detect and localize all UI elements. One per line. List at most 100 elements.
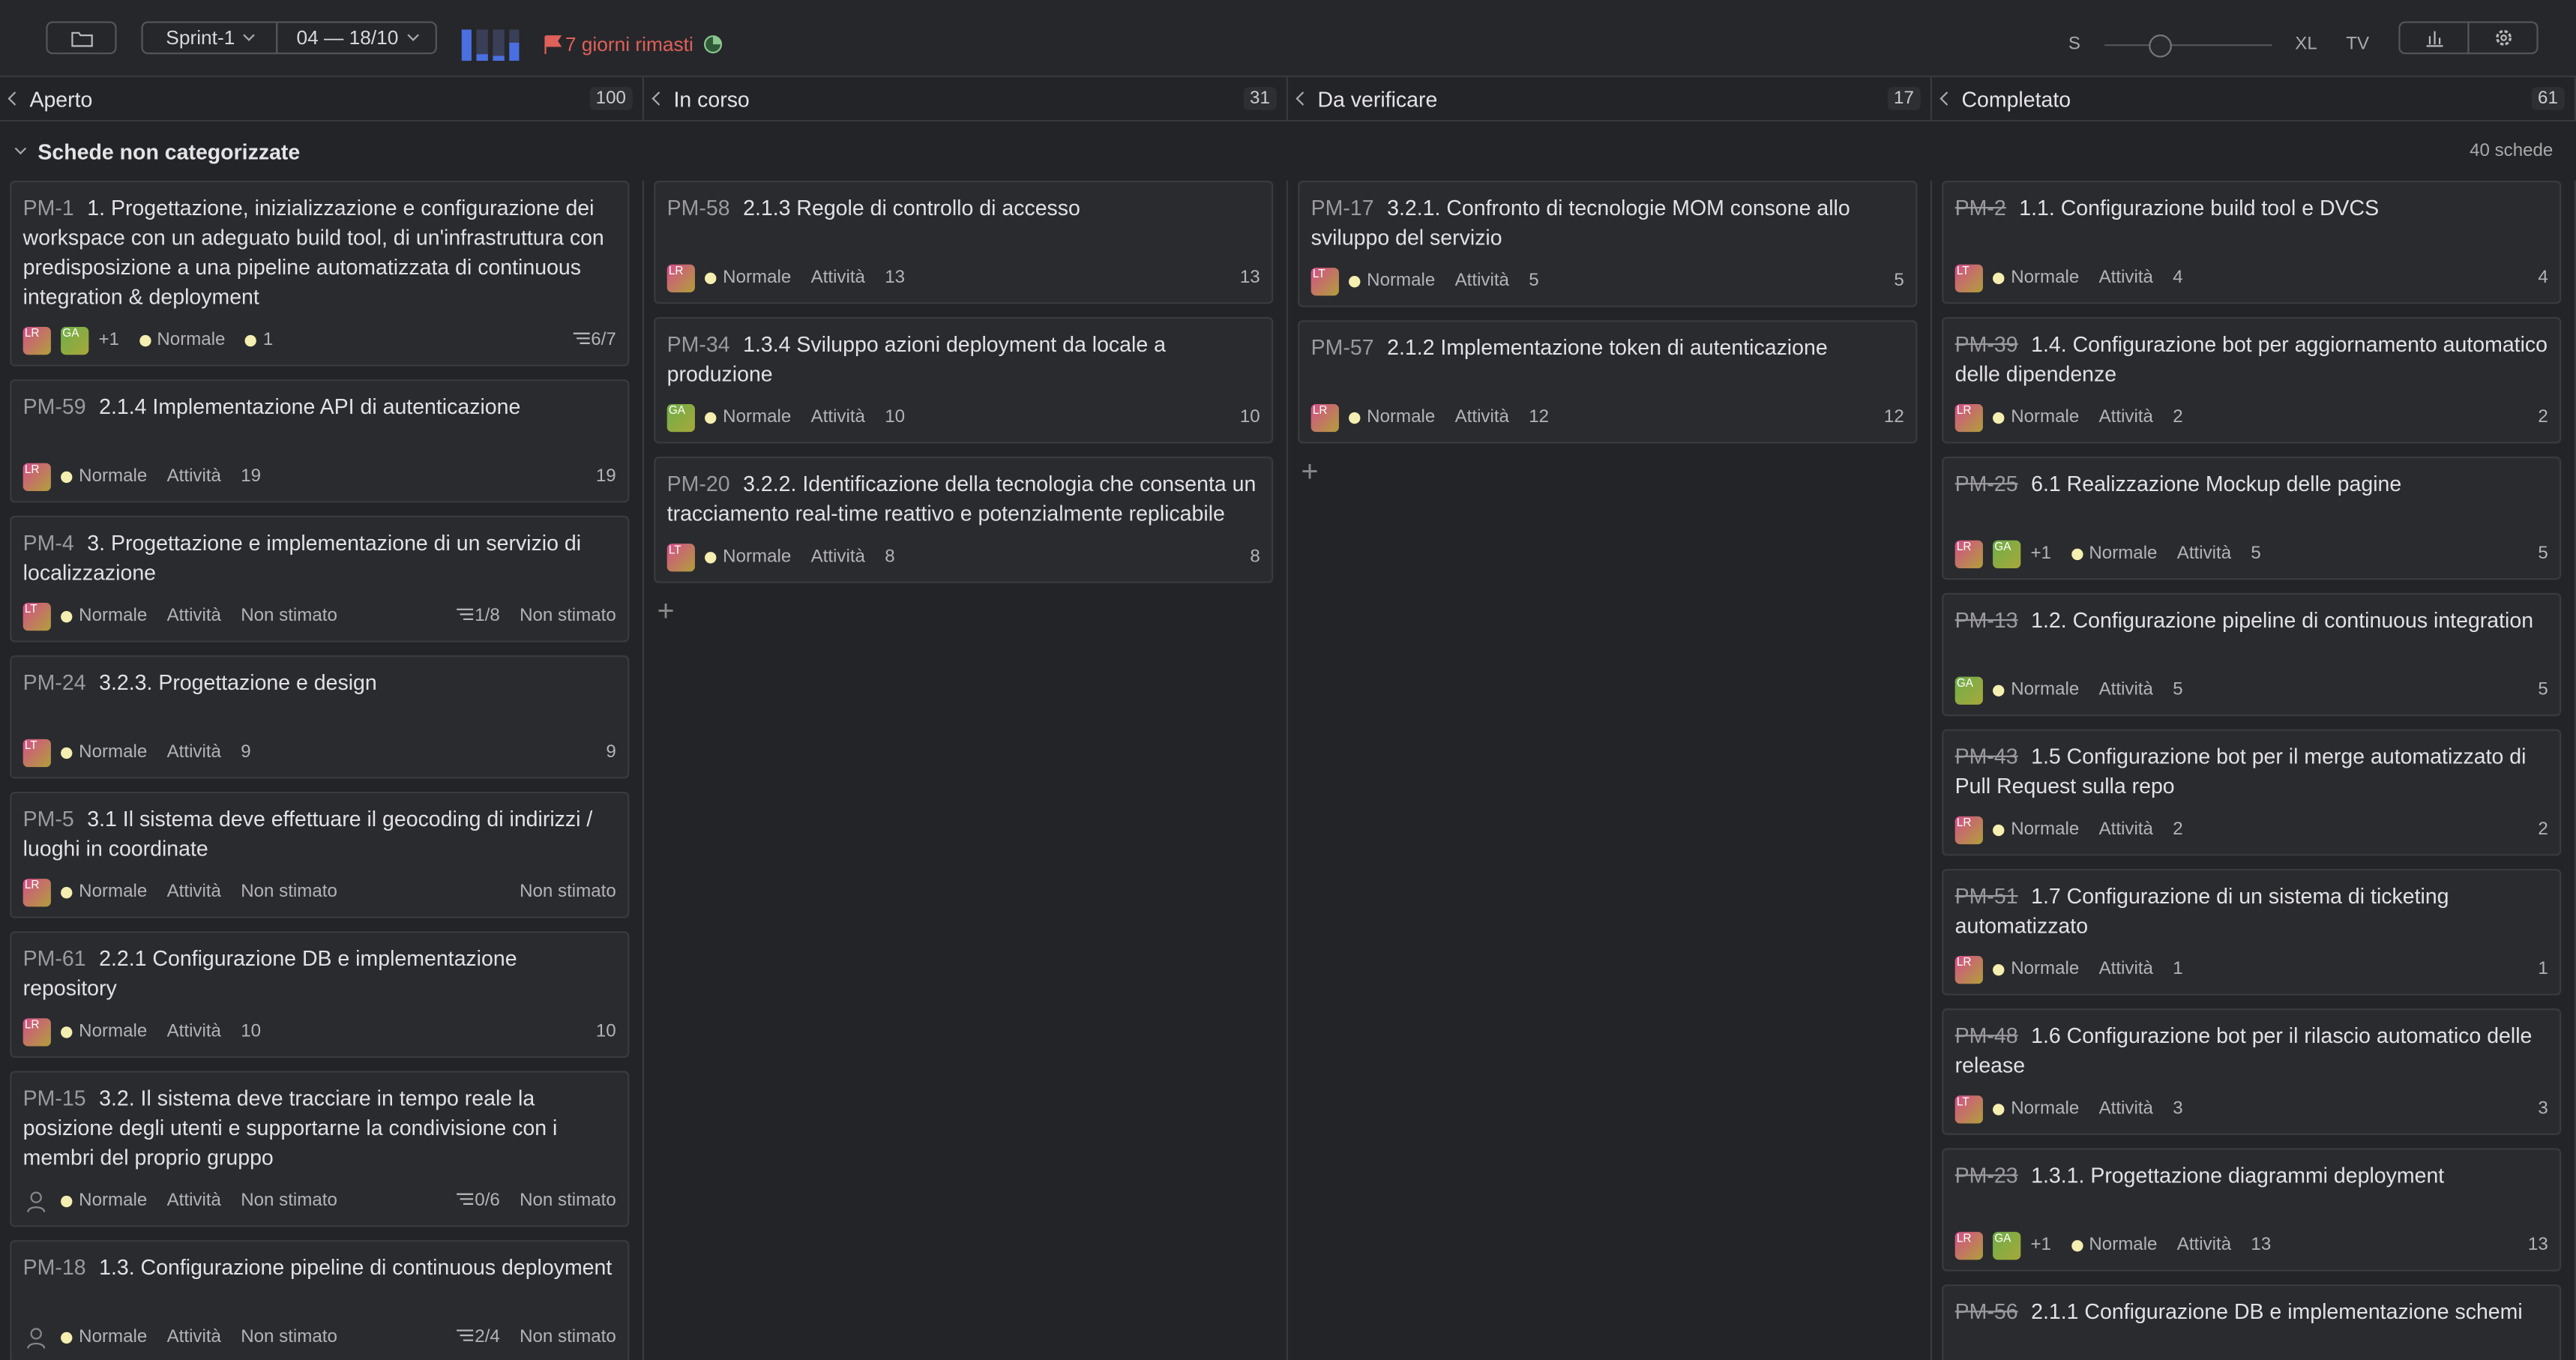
card[interactable]: PM-59 2.1.4 Implementazione API di autent… [10,379,630,503]
card-title: PM-5 3.1 Il sistema deve effettuare il ge… [23,805,616,864]
card-title: PM-58 2.1.3 Regole di controllo di access… [667,194,1260,223]
card-title: PM-4 3. Progettazione e implementazione d… [23,529,616,588]
extra-assignees: +1 [2030,544,2051,564]
card[interactable]: PM-58 2.1.3 Regole di controllo di access… [654,180,1274,304]
card[interactable]: PM-13 1.2. Configurazione pipeline di con… [1942,592,2562,717]
priority-dot [705,551,717,563]
priority: Normale [2011,959,2080,979]
card[interactable]: PM-15 3.2. Il sistema deve tracciare in t… [10,1071,630,1227]
column-header[interactable]: Completato 61 [1932,76,2576,120]
card-title: PM-17 3.2.1. Confronto di tecnologie MOM … [1311,194,1904,253]
card[interactable]: PM-48 1.6 Configurazione bot per il rilas… [1942,1008,2562,1135]
column-title: Completato [1961,86,2071,111]
column: PM-17 3.2.1. Confronto di tecnologie MOM … [1288,180,1933,1360]
card[interactable]: PM-20 3.2.2. Identificazione della tecnol… [654,457,1274,583]
priority: Normale [79,606,148,626]
points: 13 [2527,1235,2548,1255]
card[interactable]: PM-2 1.1. Configurazione build tool e DVC… [1942,180,2562,304]
card[interactable]: PM-25 6.1 Realizzazione Mockup delle pagi… [1942,457,2562,580]
card-meta: LT Normale Attività Non stimato 1/8 Non stima… [22,601,616,631]
card-meta: LR GA +1 Normale Attività 13 13 [1954,1230,2548,1260]
card-type: Attività [166,466,221,487]
burndown-icon [461,29,520,61]
estimate: 5 [2173,679,2183,700]
priority-dot [705,271,717,283]
card-id: PM-51 [1954,883,2018,909]
date-select[interactable]: 04 — 18/10 [276,21,437,55]
card-type: Attività [166,1191,221,1211]
card[interactable]: PM-43 1.5 Configurazione bot per il merge… [1942,729,2562,856]
card-id: PM-23 [1954,1163,2018,1188]
card-right: 8 [1250,547,1260,567]
card[interactable]: PM-51 1.7 Configurazione di un sistema di… [1942,868,2562,996]
estimate: 5 [1529,271,1539,291]
card-right: 12 [1884,407,1904,427]
card[interactable]: PM-4 3. Progettazione e implementazione d… [10,515,630,643]
card[interactable]: PM-61 2.2.1 Configurazione DB e implement… [10,931,630,1058]
card-type: Attività [810,547,865,567]
card[interactable]: PM-5 3.1 Il sistema deve effettuare il ge… [10,791,630,918]
estimate: 2 [2173,407,2183,427]
card[interactable]: PM-24 3.2.3. Progettazione e design LT Norm… [10,655,630,779]
checklist: 1/8 [475,606,500,626]
card-type: Attività [2176,544,2232,564]
add-card[interactable]: + [1301,454,1319,488]
card-right: 13 [1240,268,1260,287]
card-meta: Normale Attività Non stimato 2/4 Non stimato [23,1323,616,1352]
points: 9 [606,742,616,762]
checklist-icon [455,1326,475,1347]
size-slider[interactable] [2104,44,2272,46]
collapse-icon[interactable] [1939,91,1954,106]
card-meta: LR GA +1 Normale 1 6/7 [22,325,616,355]
card[interactable]: PM-34 1.3.4 Sviluppo azioni deployment da… [654,316,1274,444]
settings-button[interactable] [2467,21,2539,55]
card-title: PM-48 1.6 Configurazione bot per il rilas… [1955,1022,2548,1081]
add-card[interactable]: + [657,595,675,628]
card-id: PM-57 [1310,334,1374,360]
folder-button[interactable] [46,21,117,55]
tv-toggle[interactable]: TV [2346,34,2370,55]
slider-handle[interactable] [2149,34,2172,58]
sprint-label: Sprint-1 [166,26,235,49]
collapse-icon[interactable] [7,91,22,106]
collapse-icon[interactable] [651,91,666,106]
estimate: 4 [2173,268,2183,288]
card-meta: LR GA +1 Normale Attività 5 5 [1954,539,2548,568]
points: 10 [1239,407,1260,427]
card[interactable]: PM-17 3.2.1. Confronto di tecnologie MOM … [1298,180,1918,307]
card-type: Attività [1454,271,1509,291]
card-title: PM-20 3.2.2. Identificazione della tecnol… [667,470,1260,529]
card[interactable]: PM-39 1.4. Configurazione bot per aggiorn… [1942,316,2562,444]
points: Non stimato [520,1191,616,1211]
sprint-select[interactable]: Sprint-1 [141,21,278,55]
card-type: Attività [2098,1098,2153,1119]
priority-dot [1993,823,2005,836]
card-type: Attività [166,1021,221,1041]
column-header[interactable]: Da verificare 17 [1288,76,1933,120]
card-right: 19 [596,466,616,486]
column-header[interactable]: Aperto 100 [0,76,645,120]
card-type: Attività [1454,407,1509,427]
column-header[interactable]: In corso 31 [644,76,1289,120]
group-header[interactable]: Schede non categorizzate 40 schede [0,121,2576,181]
remaining-label: 7 giorni rimasti [565,32,693,56]
card-text: 1.1. Configurazione build tool e DVCS [2019,195,2380,220]
avatar: GA [1993,1231,2021,1260]
estimate: Non stimato [241,606,337,626]
priority: Normale [723,268,792,288]
card[interactable]: PM-56 2.1.1 Configurazione DB e implement… [1942,1284,2562,1360]
column-title: Da verificare [1317,86,1438,111]
card[interactable]: PM-57 2.1.2 Implementazione token di aute… [1298,320,1918,444]
priority-dot [61,885,73,898]
card-meta: LR Normale Attività 2 2 [1954,403,2548,432]
priority: Normale [79,1191,148,1211]
avatar: LR [1954,815,1983,843]
card[interactable]: PM-23 1.3.1. Progettazione diagrammi depl… [1942,1148,2562,1272]
card[interactable]: PM-18 1.3. Configurazione pipeline di con… [10,1240,630,1360]
priority: Normale [2011,407,2080,427]
card[interactable]: PM-1 1. Progettazione, inizializzazione e… [10,180,630,367]
date-label: 04 — 18/10 [296,26,399,49]
priority-dot [2071,547,2083,559]
collapse-icon[interactable] [1295,91,1310,106]
chart-button[interactable] [2398,21,2470,55]
